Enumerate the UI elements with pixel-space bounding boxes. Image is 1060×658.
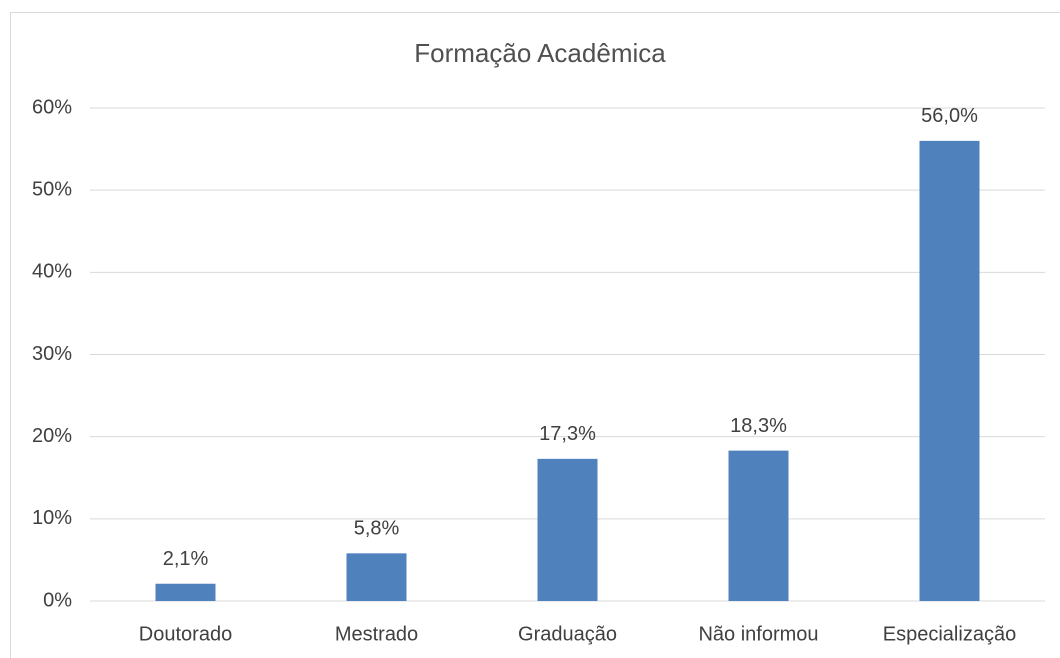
- y-tick-label: 60%: [32, 96, 72, 118]
- x-tick-label: Mestrado: [335, 623, 418, 645]
- bar: [919, 140, 980, 601]
- bar: [537, 458, 598, 601]
- bar: [155, 583, 216, 601]
- y-tick-label: 20%: [32, 425, 72, 447]
- x-tick-label: Doutorado: [139, 623, 232, 645]
- x-tick-label: Não informou: [698, 623, 818, 645]
- bar: [346, 553, 407, 601]
- data-label: 5,8%: [354, 518, 400, 540]
- data-label: 18,3%: [730, 415, 787, 437]
- y-tick-label: 10%: [32, 507, 72, 529]
- data-label: 56,0%: [921, 105, 978, 127]
- y-tick-label: 30%: [32, 343, 72, 365]
- y-tick-label: 0%: [43, 589, 72, 611]
- chart-border: [10, 12, 1060, 658]
- data-label: 2,1%: [163, 548, 209, 570]
- y-tick-label: 40%: [32, 261, 72, 283]
- bar: [728, 450, 789, 601]
- x-tick-label: Graduação: [518, 623, 617, 645]
- x-tick-label: Especialização: [883, 623, 1016, 645]
- data-label: 17,3%: [539, 423, 596, 445]
- chart-title: Formação Acadêmica: [414, 38, 666, 68]
- y-tick-label: 50%: [32, 178, 72, 200]
